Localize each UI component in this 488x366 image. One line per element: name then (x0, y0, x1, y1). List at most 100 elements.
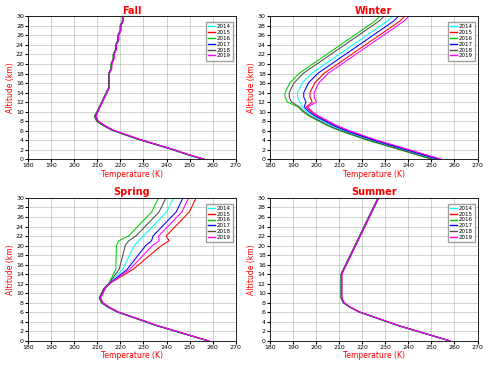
2017 (373, 199, 379, 203)
2019 (120, 14, 126, 19)
2016 (119, 18, 125, 22)
Line: 2016: 2016 (340, 198, 448, 341)
Line: 2016: 2016 (99, 198, 207, 341)
2014 (307, 72, 313, 76)
2019 (122, 271, 127, 275)
2015 (339, 270, 345, 274)
2016 (113, 254, 119, 258)
2019 (402, 18, 407, 22)
Line: 2018: 2018 (99, 198, 207, 341)
2017 (106, 80, 112, 84)
2018 (286, 89, 292, 94)
2019 (122, 270, 128, 274)
2019 (104, 89, 110, 94)
2017 (313, 72, 319, 76)
2018 (163, 196, 168, 200)
2018 (429, 157, 435, 161)
2018 (372, 199, 378, 203)
2018 (291, 80, 297, 84)
2016 (338, 271, 344, 275)
2014 (353, 40, 359, 44)
2019 (363, 221, 368, 226)
2015 (363, 221, 368, 226)
Line: 2017: 2017 (96, 16, 203, 159)
2016 (111, 271, 117, 275)
2016 (287, 80, 293, 84)
2016 (428, 157, 434, 161)
2019 (339, 270, 345, 274)
2016 (105, 80, 111, 84)
2017 (363, 221, 368, 226)
2018 (345, 40, 351, 44)
2017 (446, 339, 452, 343)
Line: 2014: 2014 (341, 198, 449, 341)
2018 (204, 339, 210, 343)
2015 (191, 199, 197, 203)
2015 (193, 196, 199, 200)
2014 (126, 254, 132, 258)
2015 (175, 221, 181, 226)
2018 (104, 88, 110, 93)
2015 (447, 339, 452, 343)
2016 (200, 157, 205, 161)
2015 (373, 199, 379, 203)
2014 (106, 80, 112, 84)
2016 (282, 89, 288, 94)
2014 (152, 221, 158, 226)
Line: 2018: 2018 (94, 16, 203, 159)
2017 (301, 88, 307, 93)
X-axis label: Temperature (K): Temperature (K) (342, 351, 404, 361)
2016 (113, 261, 119, 266)
2016 (104, 88, 110, 93)
Y-axis label: Altitude (km): Altitude (km) (247, 244, 256, 295)
2018 (338, 271, 344, 275)
Line: 2014: 2014 (100, 198, 208, 341)
2015 (366, 40, 372, 44)
2016 (339, 270, 345, 274)
2019 (370, 40, 376, 44)
2015 (375, 196, 381, 200)
2016 (154, 199, 160, 203)
2017 (306, 80, 312, 84)
2019 (140, 254, 145, 258)
Y-axis label: Altitude (km): Altitude (km) (5, 63, 15, 113)
2014 (114, 40, 120, 44)
2015 (344, 261, 349, 266)
2017 (162, 221, 167, 226)
2019 (311, 88, 317, 93)
Line: 2017: 2017 (341, 198, 449, 341)
2015 (307, 89, 313, 94)
2018 (144, 221, 150, 226)
X-axis label: Temperature (K): Temperature (K) (101, 170, 163, 179)
2015 (125, 270, 131, 274)
2015 (106, 72, 112, 76)
2019 (316, 80, 322, 84)
2019 (105, 88, 111, 93)
2019 (343, 261, 349, 266)
2014 (362, 221, 368, 226)
2014 (388, 14, 394, 19)
2015 (201, 157, 207, 161)
Legend: 2014, 2015, 2016, 2017, 2018, 2019: 2014, 2015, 2016, 2017, 2018, 2019 (206, 203, 232, 242)
2017 (134, 254, 140, 258)
2017 (106, 72, 112, 76)
2015 (115, 40, 121, 44)
2016 (373, 18, 379, 22)
2014 (432, 157, 438, 161)
2015 (347, 254, 353, 258)
Line: 2014: 2014 (297, 16, 435, 159)
Title: Winter: Winter (354, 5, 391, 16)
2017 (391, 18, 397, 22)
2016 (346, 254, 352, 258)
2017 (395, 14, 401, 19)
2017 (180, 196, 185, 200)
Line: 2018: 2018 (340, 198, 448, 341)
2016 (373, 199, 379, 203)
Legend: 2014, 2015, 2016, 2017, 2018, 2019: 2014, 2015, 2016, 2017, 2018, 2019 (447, 22, 474, 61)
2017 (120, 271, 125, 275)
2014 (338, 271, 344, 275)
2014 (295, 88, 301, 93)
2016 (155, 196, 161, 200)
2016 (446, 339, 451, 343)
2018 (114, 40, 120, 44)
